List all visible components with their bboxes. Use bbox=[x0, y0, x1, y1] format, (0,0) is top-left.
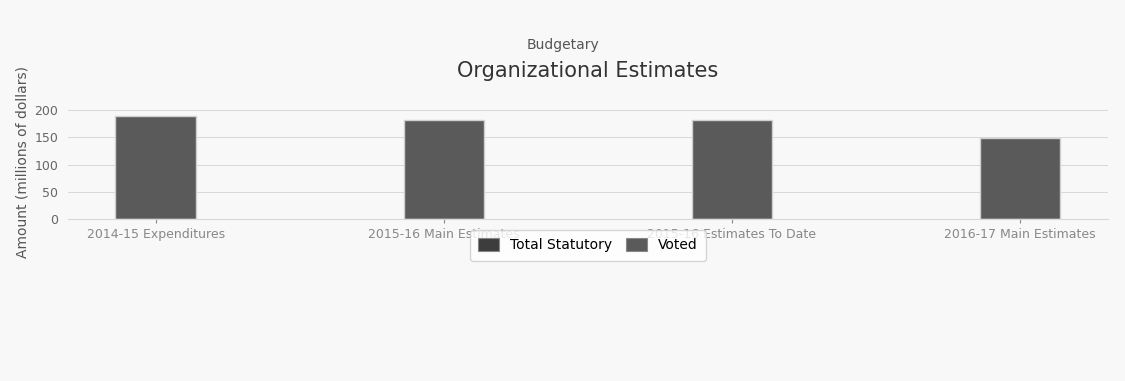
Bar bbox=[980, 138, 1061, 219]
Title: Organizational Estimates: Organizational Estimates bbox=[457, 61, 719, 81]
Legend: Total Statutory, Voted: Total Statutory, Voted bbox=[470, 230, 706, 261]
Bar bbox=[116, 116, 196, 219]
Text: Budgetary: Budgetary bbox=[526, 38, 598, 52]
Y-axis label: Amount (millions of dollars): Amount (millions of dollars) bbox=[15, 66, 29, 258]
Bar bbox=[692, 120, 772, 219]
Bar bbox=[404, 120, 484, 219]
